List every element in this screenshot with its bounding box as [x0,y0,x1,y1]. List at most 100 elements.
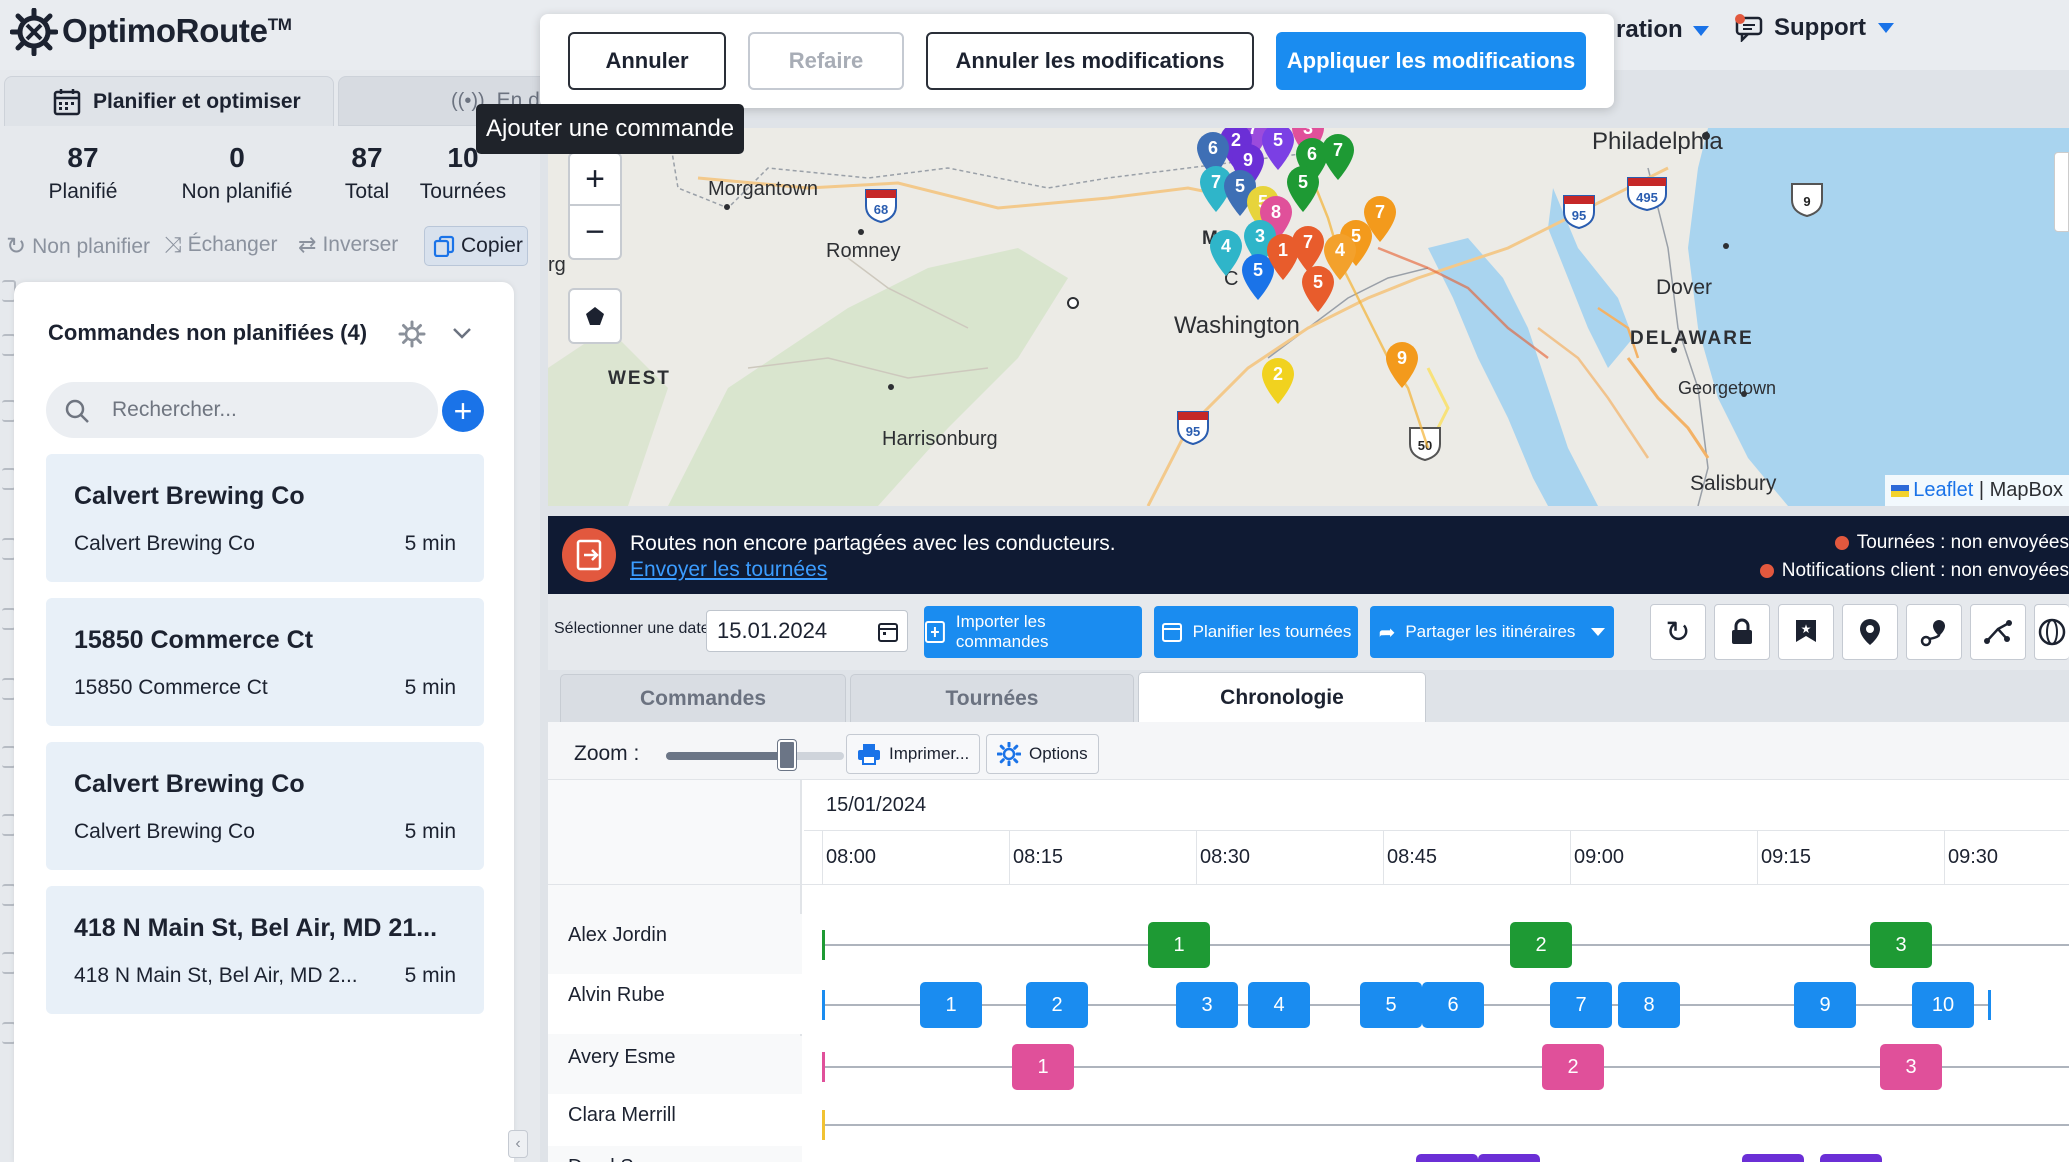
timeline-stop[interactable]: 1 [1148,922,1210,968]
route-button[interactable] [1906,604,1962,660]
svg-text:7: 7 [1303,232,1313,252]
chevron-down-icon[interactable] [452,326,472,340]
unplanned-order-card[interactable]: 15850 Commerce Ct 15850 Commerce Ct 5 mi… [46,598,484,726]
stat-routes: 10 Tournées [419,142,507,203]
share-itineraries-button[interactable]: ➦ Partager les itinéraires [1370,606,1614,658]
add-order-tooltip: Ajouter une commande [476,104,745,154]
driver-name[interactable]: Clara Merrill [568,1104,676,1126]
time-tick-line [822,830,823,884]
gear-icon[interactable] [398,320,426,348]
tab-plan-optimize[interactable]: Planifier et optimiser [4,76,334,126]
timeline-stop[interactable]: 10 [1912,982,1974,1028]
timeline-stop[interactable]: 4 [1248,982,1310,1028]
timeline-stop[interactable]: 1 [920,982,982,1028]
time-tick-line [1009,830,1010,884]
time-tick-line [1383,830,1384,884]
calendar-icon[interactable] [877,621,899,643]
refresh-icon: ↻ [1665,615,1691,649]
timeline-stop[interactable]: 3 [1742,1154,1804,1162]
map-layers-toggle[interactable] [2054,152,2069,232]
timeline-stop[interactable]: 1 [1416,1154,1478,1162]
svg-text:7: 7 [1211,172,1221,192]
nav-configuration[interactable]: ration [1616,16,1709,44]
time-tick-label: 08:45 [1387,846,1438,868]
timeline-stop[interactable]: 2 [1510,922,1572,968]
svg-text:495: 495 [1636,190,1658,205]
svg-text:7: 7 [1248,128,1258,138]
add-order-button[interactable]: + [442,390,484,432]
timeline-stop[interactable]: 3 [1870,922,1932,968]
zoom-in-button[interactable]: + [570,154,620,206]
driver-name[interactable]: Alex Jordin [568,924,667,946]
date-input[interactable] [717,611,867,651]
driver-name[interactable]: Daryl Sawyer [568,1156,687,1162]
unplanned-order-card[interactable]: Calvert Brewing Co Calvert Brewing Co 5 … [46,742,484,870]
copy-button[interactable]: Copier [424,226,528,266]
optimize-button[interactable] [1970,604,2026,660]
unplanned-orders-panel: Commandes non planifiées (4) + Calvert B… [14,282,514,1162]
import-orders-button[interactable]: Importer les commandes [924,606,1142,658]
timeline-stop[interactable]: 2 [1026,982,1088,1028]
location-button[interactable] [1842,604,1898,660]
bookmark-star-icon: ★ [1796,620,1816,642]
unplanned-order-card[interactable]: Calvert Brewing Co Calvert Brewing Co 5 … [46,454,484,582]
timeline-stop[interactable]: 2 [1542,1044,1604,1090]
zoom-out-button[interactable]: − [585,212,605,251]
draw-polygon-button[interactable] [568,288,622,344]
lock-button[interactable] [1714,604,1770,660]
print-button[interactable]: Imprimer... [846,734,981,774]
path-nodes-icon [1984,620,2012,644]
apply-changes-button[interactable]: Appliquer les modifications [1276,32,1586,90]
tab-timeline[interactable]: Chronologie [1138,672,1426,722]
globe-button[interactable] [2034,604,2069,660]
svg-text:50: 50 [1418,438,1432,453]
plan-routes-button[interactable]: Planifier les tournées [1154,606,1358,658]
date-picker[interactable] [706,610,908,652]
timeline-stop[interactable]: 8 [1618,982,1680,1028]
mapbox-link[interactable]: MapBox [1989,479,2063,501]
tab-orders[interactable]: Commandes [560,674,846,722]
bookmark-button[interactable]: ★ [1778,604,1834,660]
svg-text:9: 9 [1243,150,1253,170]
refresh-button[interactable]: ↻ [1650,604,1706,660]
tab-routes[interactable]: Tournées [850,674,1134,722]
map-label-georgetown: Georgetown [1678,378,1777,398]
svg-text:★: ★ [1801,622,1812,636]
timeline-stop[interactable]: 5 [1360,982,1422,1028]
map-label-west: WEST [608,368,671,389]
redo-button[interactable]: Refaire [748,32,904,90]
svg-text:2: 2 [1273,364,1283,384]
leaflet-link[interactable]: Leaflet [1913,479,1974,501]
swap-button[interactable]: ⤨ Échanger [164,232,278,257]
timeline-stop[interactable]: 3 [1176,982,1238,1028]
zoom-slider-thumb[interactable] [778,740,797,770]
time-tick-line [1757,830,1758,884]
route-map[interactable]: 68 495 9 95 95 50 Morgantown Ph [548,128,2069,506]
timeline-stop[interactable]: 4 [1820,1154,1882,1162]
options-button[interactable]: Options [986,734,1099,774]
search-input[interactable] [112,382,422,438]
driver-name[interactable]: Alvin Rube [568,984,665,1006]
timeline-driver-row: Alex Jordin [548,914,802,974]
nav-support[interactable]: Support [1734,14,1894,42]
timeline-stop[interactable]: 3 [1880,1044,1942,1090]
timeline-stop[interactable]: 1 [1012,1044,1074,1090]
map-label-romney: Romney [826,240,901,262]
svg-text:5: 5 [1253,260,1263,280]
driver-name[interactable]: Avery Esme [568,1046,676,1068]
unplanned-order-card[interactable]: 418 N Main St, Bel Air, MD 21... 418 N M… [46,886,484,1014]
timeline-driver-row: Daryl Sawyer [548,1146,802,1162]
timeline-stop[interactable]: 2 [1478,1154,1540,1162]
unplan-button[interactable]: ↻ Non planifier [6,233,151,260]
route-pins[interactable]: 7 2 5 9 6 3 6 7 5 7 5 5 8 7 5 3 4 5 7 1 … [548,128,2069,506]
timeline-stop[interactable]: 7 [1550,982,1612,1028]
cancel-button[interactable]: Annuler [568,32,726,90]
svg-text:3: 3 [1303,128,1313,138]
time-tick-line [1570,830,1571,884]
send-routes-link[interactable]: Envoyer les tournées [630,558,828,581]
timeline-stop[interactable]: 6 [1422,982,1484,1028]
timeline-stop[interactable]: 9 [1794,982,1856,1028]
revert-changes-button[interactable]: Annuler les modifications [926,32,1254,90]
reverse-button[interactable]: ⇄ Inverser [298,232,399,257]
collapse-sidebar-handle[interactable]: ‹ [508,1130,528,1158]
